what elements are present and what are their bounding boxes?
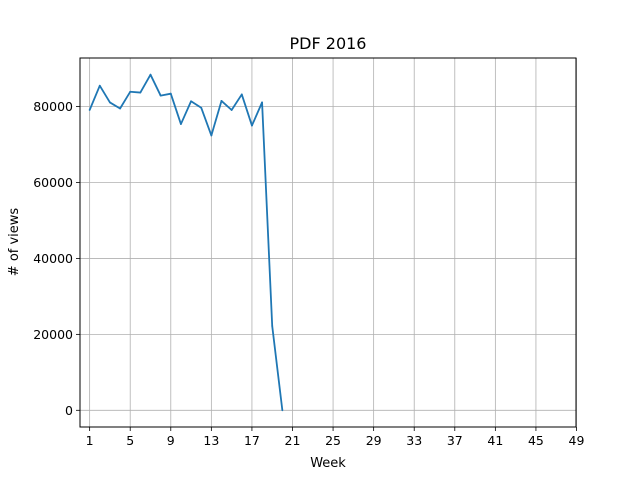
data-point [230, 109, 233, 111]
data-point [109, 101, 111, 104]
data-point [98, 84, 101, 87]
y-tick-label: 80000 [33, 99, 73, 114]
data-point [88, 109, 91, 111]
x-tick-label: 1 [86, 433, 94, 448]
x-tick-label: 9 [167, 433, 175, 448]
x-tick-label: 13 [203, 433, 219, 448]
x-tick-label: 49 [569, 433, 585, 448]
data-point [261, 101, 263, 104]
series-layer [88, 73, 284, 412]
x-tick-label: 29 [366, 433, 382, 448]
data-point [240, 93, 243, 96]
data-point [169, 92, 172, 95]
data-point [119, 107, 121, 110]
data-point [200, 106, 203, 109]
data-point [129, 90, 132, 93]
x-tick-label: 5 [126, 433, 134, 448]
y-tick-label: 20000 [33, 327, 73, 342]
y-tick-label: 0 [65, 403, 73, 418]
series-line [88, 73, 284, 411]
data-point [149, 73, 152, 76]
data-point [281, 409, 284, 412]
x-tick-label: 25 [325, 433, 341, 448]
x-tick-label: 17 [244, 433, 260, 448]
data-point [190, 100, 192, 103]
x-tick-label: 45 [528, 433, 544, 448]
data-point [271, 325, 274, 327]
x-axis-ticks: 1 5 9 13 17 21 25 29 33 37 41 45 49 [86, 427, 585, 448]
data-point [159, 94, 162, 97]
y-tick-label: 60000 [33, 175, 73, 190]
data-point [180, 123, 182, 125]
data-point [139, 91, 142, 94]
data-point [251, 124, 253, 127]
data-point [210, 134, 213, 137]
x-tick-label: 37 [447, 433, 463, 448]
x-tick-label: 33 [406, 433, 422, 448]
x-tick-label: 21 [285, 433, 301, 448]
chart-title: PDF 2016 [290, 34, 367, 53]
grid-lines [80, 58, 577, 427]
y-tick-label: 40000 [33, 251, 73, 266]
x-axis-label: Week [310, 456, 346, 471]
plot-frame [79, 57, 577, 428]
y-axis-ticks: 0 20000 40000 60000 80000 [33, 99, 80, 418]
data-point [220, 99, 223, 102]
x-tick-label: 41 [487, 433, 503, 448]
y-axis-label: # of views [7, 208, 22, 277]
